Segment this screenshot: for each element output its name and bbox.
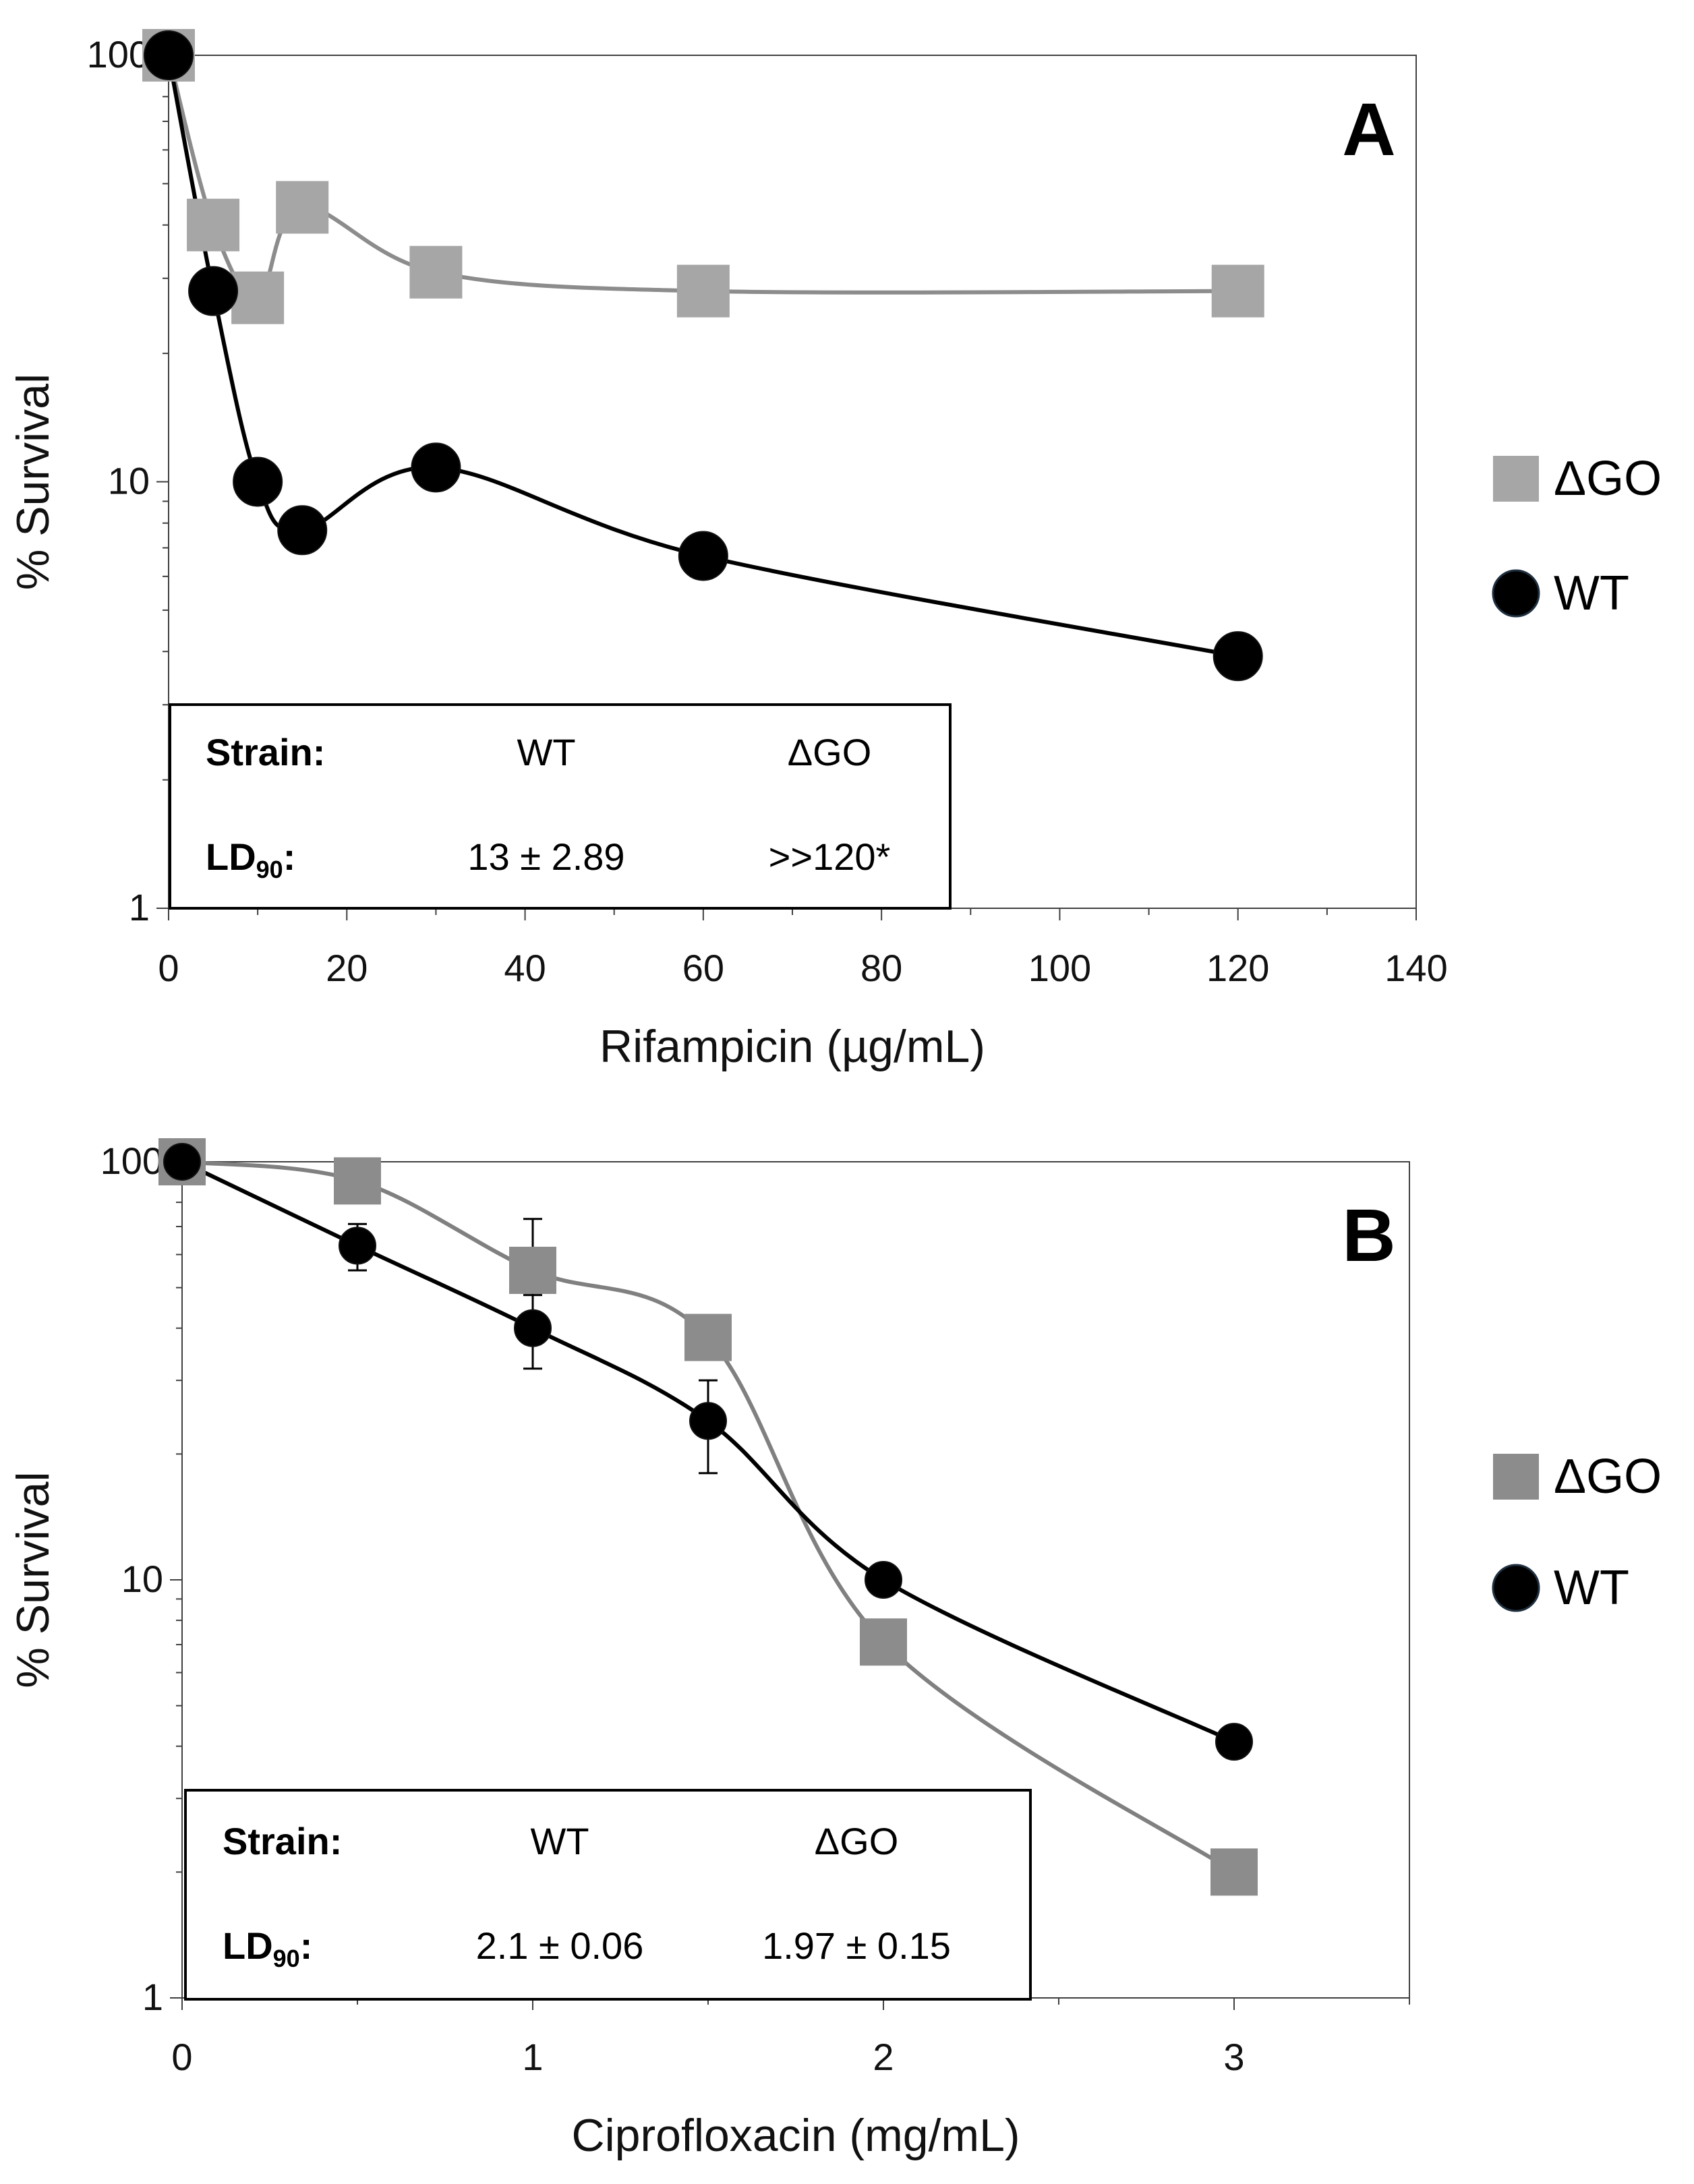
table-header-cell: WT <box>517 731 575 773</box>
x-tick-label: 0 <box>171 2036 192 2078</box>
data-point-wt <box>689 1402 727 1440</box>
x-axis-label: Ciprofloxacin (mg/mL) <box>571 2110 1020 2161</box>
legend-label: WT <box>1554 566 1629 620</box>
ld90-table: Strain: WT ΔGO LD90: 13 ± 2.89 >>120* <box>169 703 952 910</box>
table-value-cell: >>120* <box>769 835 891 878</box>
y-tick-label: 1 <box>129 886 150 928</box>
table-value-cell: 2.1 ± 0.06 <box>476 1924 644 1967</box>
data-point-dgo <box>509 1246 556 1294</box>
legend-marker-dgo <box>1493 1454 1539 1500</box>
data-point-wt <box>163 1143 201 1181</box>
y-tick-label: 10 <box>121 1558 163 1600</box>
x-tick-label: 0 <box>158 947 179 989</box>
data-point-dgo <box>231 271 285 324</box>
y-tick-label: 10 <box>108 460 150 502</box>
legend-label: WT <box>1554 1561 1629 1615</box>
data-point-dgo <box>1210 1848 1258 1896</box>
table-strain-label: Strain: <box>223 1820 342 1862</box>
y-tick-label: 100 <box>100 1140 163 1182</box>
x-tick-label: 40 <box>504 947 546 989</box>
legend: ΔGO WT <box>1492 452 1662 620</box>
legend: ΔGO WT <box>1492 1450 1662 1615</box>
data-point-dgo <box>684 1314 732 1361</box>
x-tick-label: 100 <box>1028 947 1091 989</box>
x-tick-label: 3 <box>1223 2036 1244 2078</box>
table-header-cell: WT <box>530 1820 589 1862</box>
chart-panel-A: 0 20 40 60 80 100 120 140 1 10 100 Rifampicin (µg/m… <box>7 29 1662 1072</box>
x-axis-label: Rifampicin (µg/mL) <box>600 1021 985 1072</box>
ld90-table: Strain: WT ΔGO LD90: 2.1 ± 0.06 1.97 ± 0.15 <box>184 1789 1032 2001</box>
data-point-wt <box>144 30 194 80</box>
data-point-wt <box>277 505 328 556</box>
data-point-dgo <box>334 1157 381 1205</box>
x-tick-label: 120 <box>1206 947 1269 989</box>
data-point-wt <box>188 266 239 316</box>
x-tick-label: 140 <box>1384 947 1447 989</box>
panel-label: A <box>1342 88 1395 171</box>
data-point-wt <box>1213 631 1263 682</box>
series-line-dgo <box>167 55 1238 300</box>
data-point-wt <box>233 456 283 507</box>
series-line-dgo <box>181 1160 1235 1874</box>
data-point-wt <box>678 531 728 581</box>
y-axis-label: % Survival <box>7 1471 59 1688</box>
data-point-wt <box>514 1309 552 1347</box>
data-point-dgo <box>187 198 240 252</box>
data-point-wt <box>865 1561 902 1599</box>
table-header-cell: ΔGO <box>788 731 872 773</box>
data-point-wt <box>1215 1723 1253 1761</box>
x-tick-label: 80 <box>860 947 902 989</box>
table-ld90-label: LD90: <box>223 1924 312 1972</box>
legend-label: ΔGO <box>1554 1450 1662 1504</box>
ld90-table-frame <box>184 1789 1032 2001</box>
x-tick-label: 20 <box>326 947 368 989</box>
data-point-dgo <box>1211 264 1264 318</box>
x-tick-label: 1 <box>522 2036 543 2078</box>
table-strain-label: Strain: <box>206 731 325 773</box>
ld90-table-frame <box>169 703 952 910</box>
data-point-dgo <box>409 245 463 299</box>
table-ld90-label: LD90: <box>206 835 295 883</box>
legend-marker-wt <box>1492 569 1540 618</box>
data-point-dgo <box>276 181 329 234</box>
table-header-cell: ΔGO <box>815 1820 899 1862</box>
x-tick-label: 60 <box>682 947 724 989</box>
data-point-dgo <box>860 1618 907 1666</box>
panel-label: B <box>1342 1194 1395 1277</box>
table-value-cell: 13 ± 2.89 <box>467 835 624 878</box>
y-axis-label: % Survival <box>7 374 59 590</box>
x-tick-label: 2 <box>873 2036 894 2078</box>
table-value-cell: 1.97 ± 0.15 <box>762 1924 951 1967</box>
legend-label: ΔGO <box>1554 452 1662 506</box>
y-tick-label: 100 <box>87 33 150 76</box>
y-tick-label: 1 <box>142 1976 163 2018</box>
legend-marker-wt <box>1492 1564 1540 1612</box>
legend-marker-dgo <box>1493 456 1539 502</box>
data-point-wt <box>339 1227 376 1265</box>
data-point-dgo <box>676 264 730 318</box>
data-point-wt <box>411 442 461 493</box>
